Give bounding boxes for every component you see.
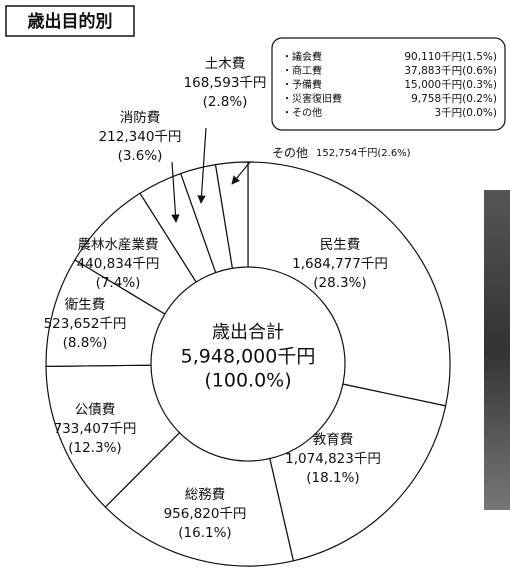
slice-percent: (12.3%) <box>68 440 121 456</box>
slice-percent: (3.6%) <box>118 148 163 164</box>
slice-name: 公債費 <box>75 402 116 418</box>
center-total: 5,948,000千円 <box>181 346 316 368</box>
arrow <box>171 161 180 223</box>
center-percent: (100.0%) <box>204 370 291 392</box>
breakdown-percent: (0.6%) <box>462 65 497 77</box>
slice-name: 衛生費 <box>65 297 106 313</box>
breakdown-percent: (1.5%) <box>462 51 497 63</box>
breakdown-percent: (0.2%) <box>462 93 497 105</box>
slice-percent: (16.1%) <box>178 525 231 541</box>
breakdown-box <box>271 37 506 131</box>
breakdown-value: 3千円 <box>434 107 462 119</box>
slice <box>269 383 447 562</box>
breakdown-name: ・議会費 <box>282 50 322 63</box>
breakdown-value: 15,000千円 <box>404 79 462 91</box>
slice-value: 168,593千円 <box>184 75 267 91</box>
breakdown-name: ・予備費 <box>282 78 322 91</box>
photo <box>484 190 510 510</box>
breakdown-amount: 15,000千円(0.3%) <box>404 79 497 91</box>
other-label: その他 152,754千円(2.6%) <box>272 146 411 160</box>
breakdown-name: ・災害復旧費 <box>282 92 342 105</box>
breakdown-amount: 3千円(0.0%) <box>434 107 497 119</box>
breakdown-name: ・商工費 <box>282 64 322 77</box>
other-label-part: その他 <box>272 146 308 160</box>
slice-percent: (28.3%) <box>313 275 366 291</box>
breakdown-amount: 9,758千円(0.2%) <box>411 93 497 105</box>
slice-percent: (8.8%) <box>63 335 108 351</box>
slice-percent: (2.8%) <box>203 94 248 110</box>
breakdown-value: 9,758千円 <box>411 93 462 105</box>
slice-value: 733,407千円 <box>54 421 137 437</box>
slice <box>104 431 295 567</box>
chart-title: 歳出目的別 <box>28 11 113 32</box>
slice-value: 956,820千円 <box>164 506 247 522</box>
slice-name: 消防費 <box>120 110 161 126</box>
breakdown-value: 90,110千円 <box>404 51 462 63</box>
slice-name: 土木費 <box>205 56 246 72</box>
slice-value: 440,834千円 <box>77 256 160 272</box>
breakdown-amount: 37,883千円(0.6%) <box>404 65 497 77</box>
breakdown-percent: (0.3%) <box>462 79 497 91</box>
other-label-part: (2.6%) <box>377 148 410 159</box>
slice-name: 教育費 <box>313 432 354 448</box>
center-label: 歳出合計 <box>212 322 284 343</box>
arrow <box>197 127 207 204</box>
slice-percent: (7.4%) <box>96 275 141 291</box>
slice-name: 総務費 <box>185 487 226 503</box>
slice-name: 農林水産業費 <box>78 237 159 253</box>
slice <box>247 161 451 407</box>
slice-value: 523,652千円 <box>44 316 127 332</box>
slice <box>214 161 249 269</box>
other-label-part: 152,754千円 <box>316 147 377 159</box>
slice-value: 212,340千円 <box>99 129 182 145</box>
slice-percent: (18.1%) <box>306 470 359 486</box>
slice-value: 1,684,777千円 <box>292 256 388 272</box>
breakdown-amount: 90,110千円(1.5%) <box>404 51 497 63</box>
breakdown-value: 37,883千円 <box>404 65 462 77</box>
title-box <box>5 5 135 37</box>
breakdown-percent: (0.0%) <box>462 107 497 119</box>
slice-name: 民生費 <box>320 237 361 253</box>
slice-value: 1,074,823千円 <box>285 451 381 467</box>
breakdown-name: ・その他 <box>282 106 322 119</box>
arrow <box>231 161 251 185</box>
